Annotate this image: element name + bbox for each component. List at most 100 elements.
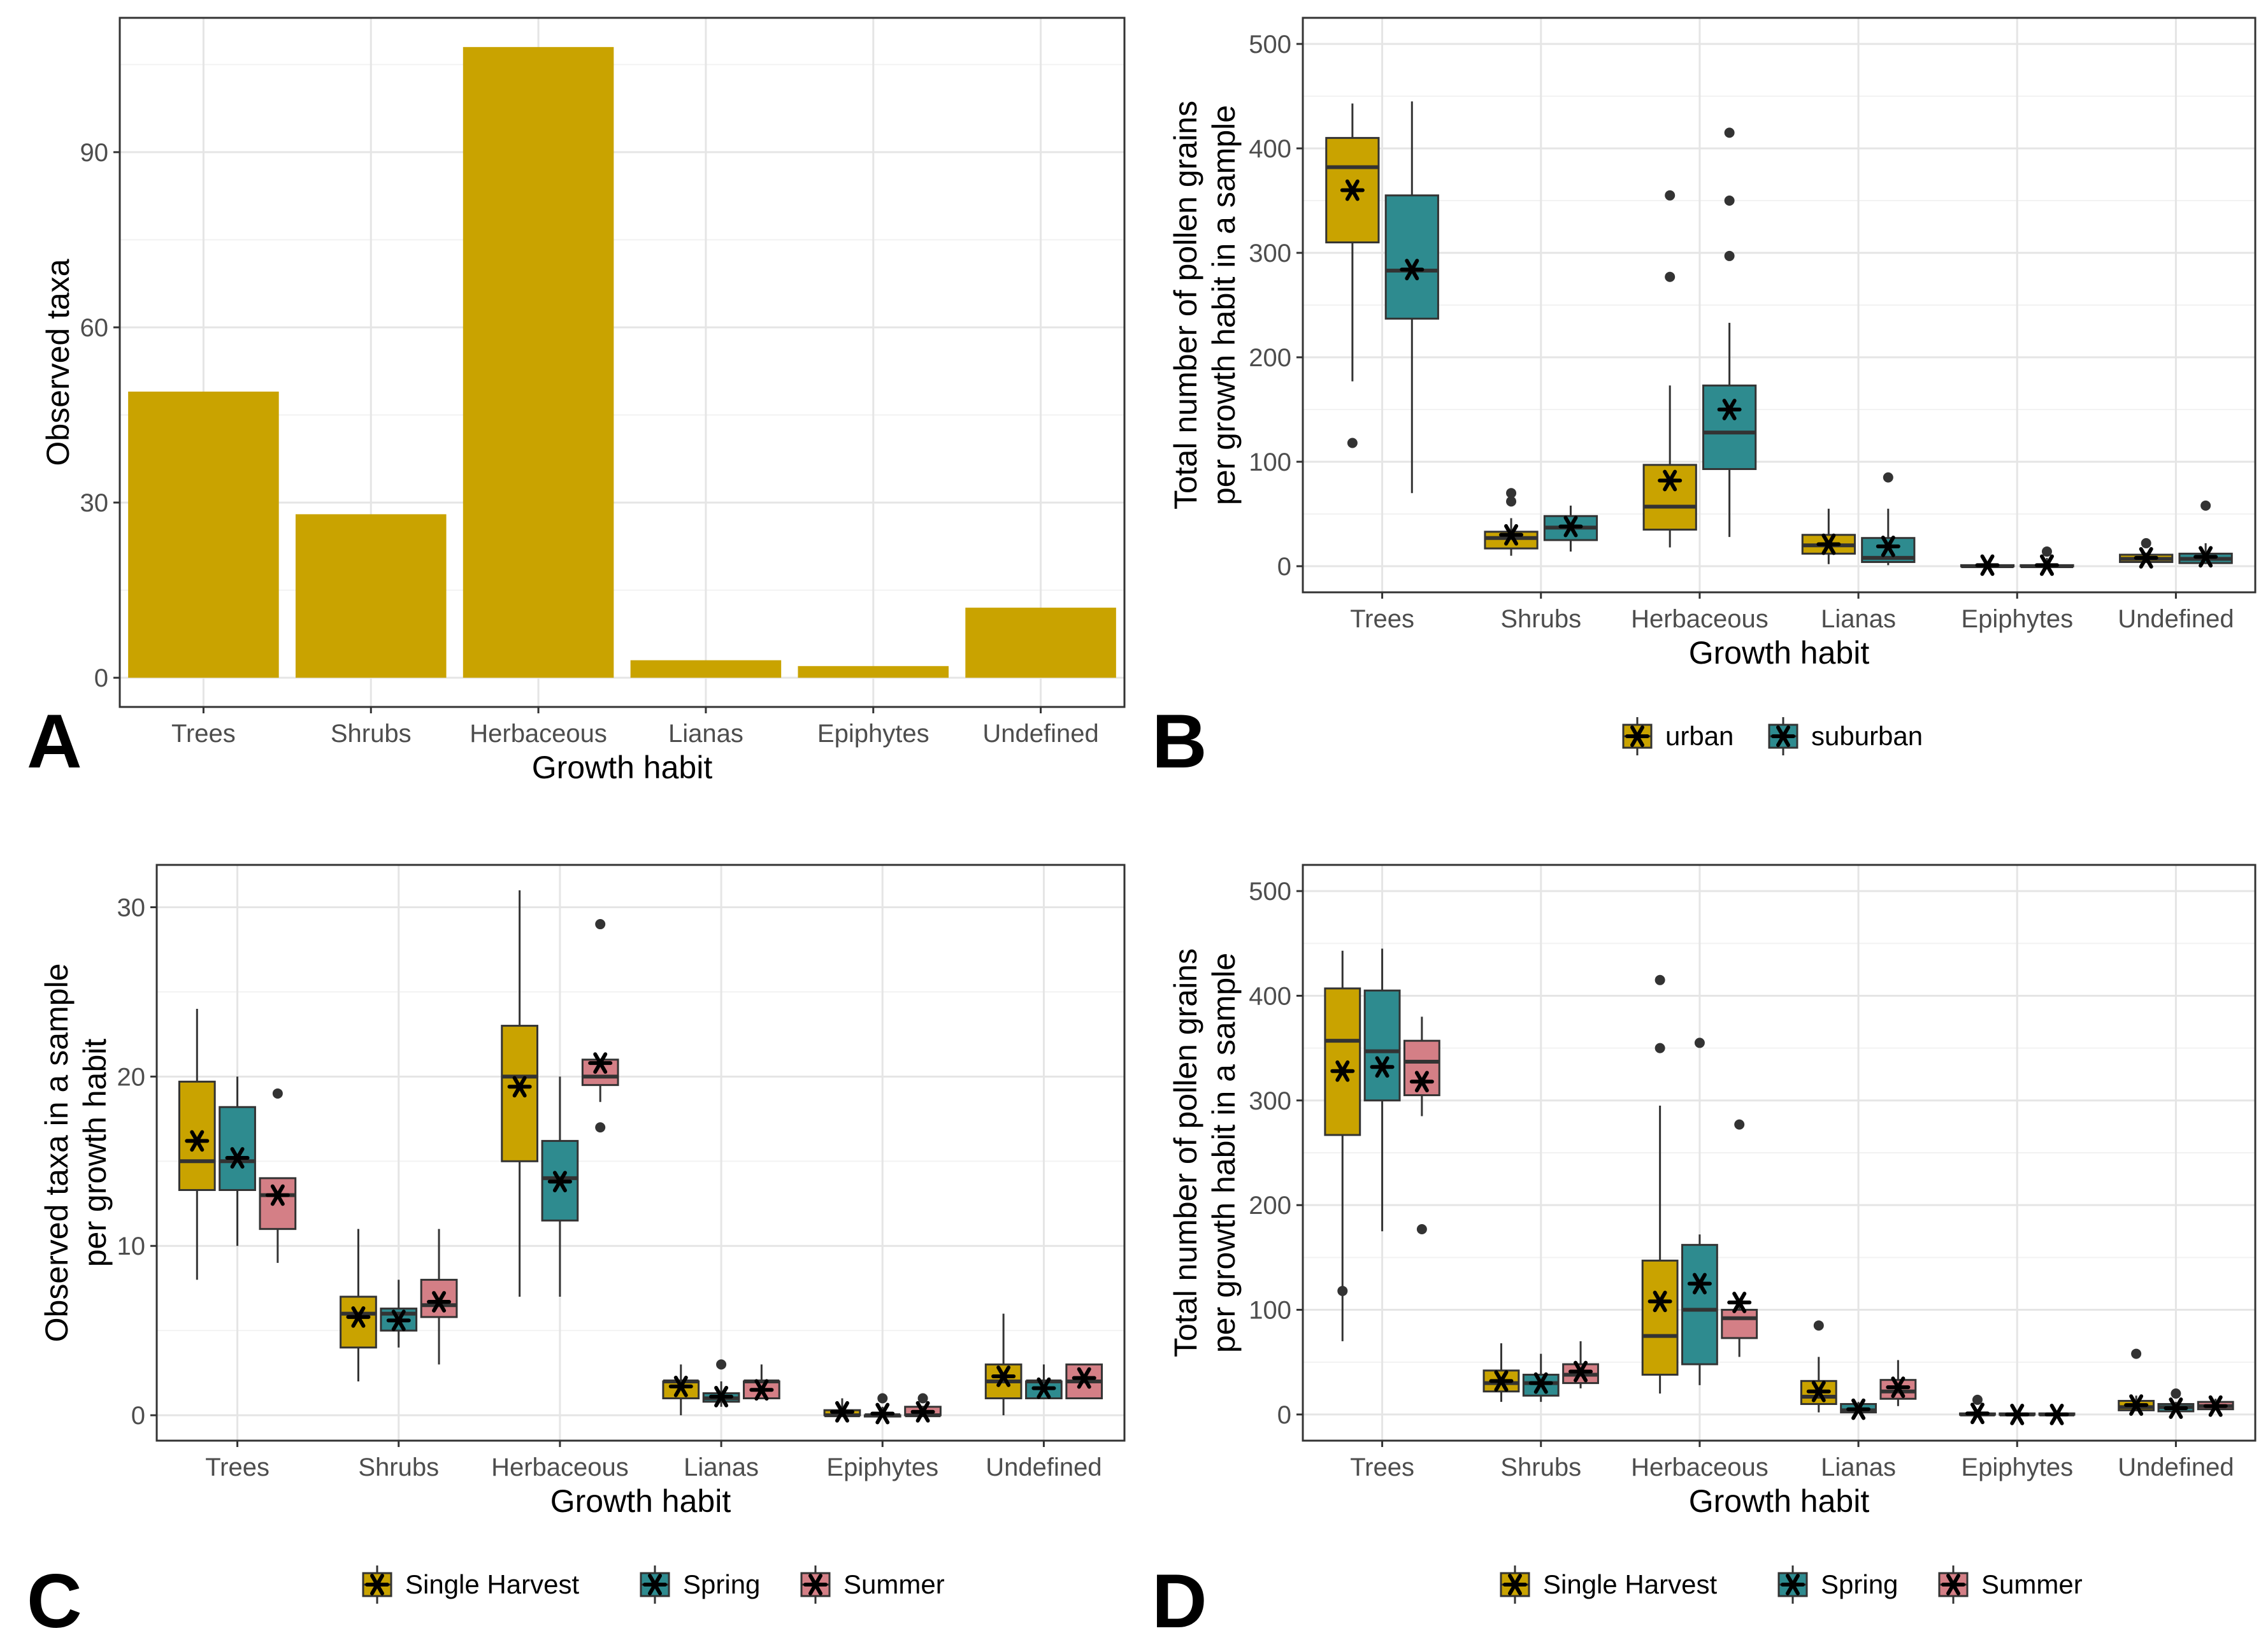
mean-marker bbox=[1528, 1372, 1553, 1394]
outlier-point bbox=[595, 919, 606, 930]
box-herbaceous-spring bbox=[541, 1076, 579, 1297]
mean-marker bbox=[1846, 1398, 1871, 1420]
outlier-point bbox=[1506, 488, 1517, 499]
outlier-point bbox=[1347, 438, 1358, 448]
y-tick-label: 300 bbox=[1249, 239, 1291, 267]
box-undefined-single-harvest bbox=[2118, 1348, 2155, 1416]
box-trees-single-harvest bbox=[1324, 950, 1361, 1341]
legend-item-urban: urban bbox=[1622, 717, 1733, 755]
box-shrubs-suburban bbox=[1543, 505, 1598, 552]
x-tick-label-trees: Trees bbox=[205, 1453, 269, 1481]
bar-lianas bbox=[630, 660, 782, 678]
legend-label: Summer bbox=[1981, 1569, 2083, 1599]
bar-undefined bbox=[965, 608, 1116, 678]
y-axis-title: Total number of pollen grains bbox=[1168, 101, 1203, 510]
box-lianas-single-harvest bbox=[1800, 1320, 1837, 1413]
outlier-point bbox=[1416, 1223, 1427, 1234]
y-axis-title: Observed taxa bbox=[40, 259, 76, 466]
y-tick-label: 400 bbox=[1249, 135, 1291, 163]
x-tick-label-lianas: Lianas bbox=[684, 1453, 759, 1481]
legend-item-single-harvest: Single Harvest bbox=[1500, 1565, 1717, 1604]
mean-marker bbox=[910, 1401, 935, 1423]
x-tick-label-herbaceous: Herbaceous bbox=[491, 1453, 629, 1481]
x-tick-label-epiphytes: Epiphytes bbox=[1961, 1453, 2073, 1481]
box-trees-spring bbox=[219, 1076, 256, 1246]
box-herbaceous-single-harvest bbox=[1641, 974, 1679, 1394]
legend-label: Summer bbox=[843, 1569, 945, 1599]
x-tick-label-epiphytes: Epiphytes bbox=[817, 720, 929, 748]
legend-key-mean-marker bbox=[1771, 725, 1795, 747]
x-axis-title: Growth habit bbox=[1689, 635, 1870, 671]
y-axis-title: per growth habit in a sample bbox=[1206, 105, 1242, 505]
mean-marker bbox=[709, 1386, 734, 1408]
outlier-point bbox=[1724, 250, 1735, 261]
x-tick-label-herbaceous: Herbaceous bbox=[470, 720, 607, 748]
box-body bbox=[1641, 1259, 1679, 1376]
box-body bbox=[1403, 1039, 1440, 1097]
box-body bbox=[1522, 1373, 1560, 1397]
box-trees-spring bbox=[1363, 948, 1401, 1232]
legend-key-mean-marker bbox=[1625, 725, 1649, 747]
box-herbaceous-summer bbox=[1721, 1119, 1758, 1357]
plot-border bbox=[155, 864, 1126, 1442]
y-tick-label: 200 bbox=[1249, 1192, 1291, 1220]
box-body bbox=[1384, 194, 1439, 320]
mean-marker bbox=[265, 1184, 290, 1206]
box-shrubs-single-harvest bbox=[1482, 1343, 1520, 1402]
panel-letter: B bbox=[1152, 699, 1207, 784]
mean-marker bbox=[2005, 1404, 2030, 1425]
x-tick-label-herbaceous: Herbaceous bbox=[1631, 605, 1769, 633]
y-tick-label: 90 bbox=[80, 139, 109, 167]
box-undefined-urban bbox=[2119, 538, 2174, 569]
mean-marker bbox=[2034, 554, 2059, 576]
box-epiphytes-single-harvest bbox=[823, 1398, 861, 1423]
legend-item-spring: Spring bbox=[640, 1565, 760, 1604]
legend-item-spring: Spring bbox=[1777, 1565, 1898, 1604]
y-tick-label: 0 bbox=[1277, 1401, 1291, 1429]
x-axis-title: Growth habit bbox=[550, 1483, 731, 1519]
box-lianas-summer bbox=[743, 1364, 780, 1401]
y-tick-label: 0 bbox=[1277, 553, 1291, 581]
box-epiphytes-single-harvest bbox=[1959, 1394, 1996, 1425]
mean-marker bbox=[1717, 399, 1742, 420]
mean-marker bbox=[1409, 1071, 1434, 1093]
panel-d: 0 100 200 300 400 500 Trees Shrubs Herbaceous Lia… bbox=[1152, 864, 2257, 1640]
mean-marker bbox=[2203, 1395, 2228, 1417]
outlier-point bbox=[1665, 190, 1676, 201]
box-undefined-spring bbox=[1025, 1364, 1063, 1400]
mean-marker bbox=[749, 1379, 774, 1401]
box-lianas-urban bbox=[1801, 508, 1856, 564]
mean-marker bbox=[1687, 1273, 1712, 1295]
x-tick-label-shrubs: Shrubs bbox=[1500, 605, 1581, 633]
mean-marker bbox=[1072, 1367, 1096, 1389]
box-body bbox=[259, 1177, 297, 1230]
legend-label: Single Harvest bbox=[1543, 1569, 1717, 1599]
box-trees-summer bbox=[1403, 1016, 1440, 1234]
box-body bbox=[1363, 989, 1401, 1102]
x-tick-label-undefined: Undefined bbox=[2118, 1453, 2234, 1481]
mean-marker bbox=[1031, 1377, 1056, 1399]
panel-letter: C bbox=[27, 1558, 82, 1640]
legend-item-summer: Summer bbox=[800, 1565, 945, 1604]
outlier-point bbox=[917, 1393, 928, 1404]
legend-key-mean-marker bbox=[1941, 1574, 1965, 1595]
box-body bbox=[501, 1025, 538, 1162]
panel-c: 0 10 20 30 Trees Shrubs Herbaceous Lianas Epiphy… bbox=[27, 864, 1126, 1640]
mean-marker bbox=[1340, 179, 1365, 201]
box-trees-urban bbox=[1325, 103, 1380, 448]
outlier-point bbox=[1734, 1119, 1745, 1130]
box-trees-suburban bbox=[1384, 101, 1439, 494]
box-lianas-summer bbox=[1879, 1360, 1917, 1406]
y-axis-title: per growth habit in a sample bbox=[1206, 953, 1242, 1353]
y-tick-label: 20 bbox=[117, 1063, 146, 1091]
box-shrubs-single-harvest bbox=[340, 1229, 377, 1381]
outlier-point bbox=[1694, 1037, 1705, 1048]
x-tick-label-undefined: Undefined bbox=[982, 720, 1098, 748]
outlier-point bbox=[716, 1359, 727, 1370]
box-body bbox=[1324, 987, 1361, 1136]
bar-shrubs bbox=[295, 514, 447, 678]
mean-marker bbox=[2164, 1397, 2188, 1419]
mean-marker bbox=[1876, 535, 1900, 557]
box-undefined-spring bbox=[2157, 1388, 2195, 1419]
